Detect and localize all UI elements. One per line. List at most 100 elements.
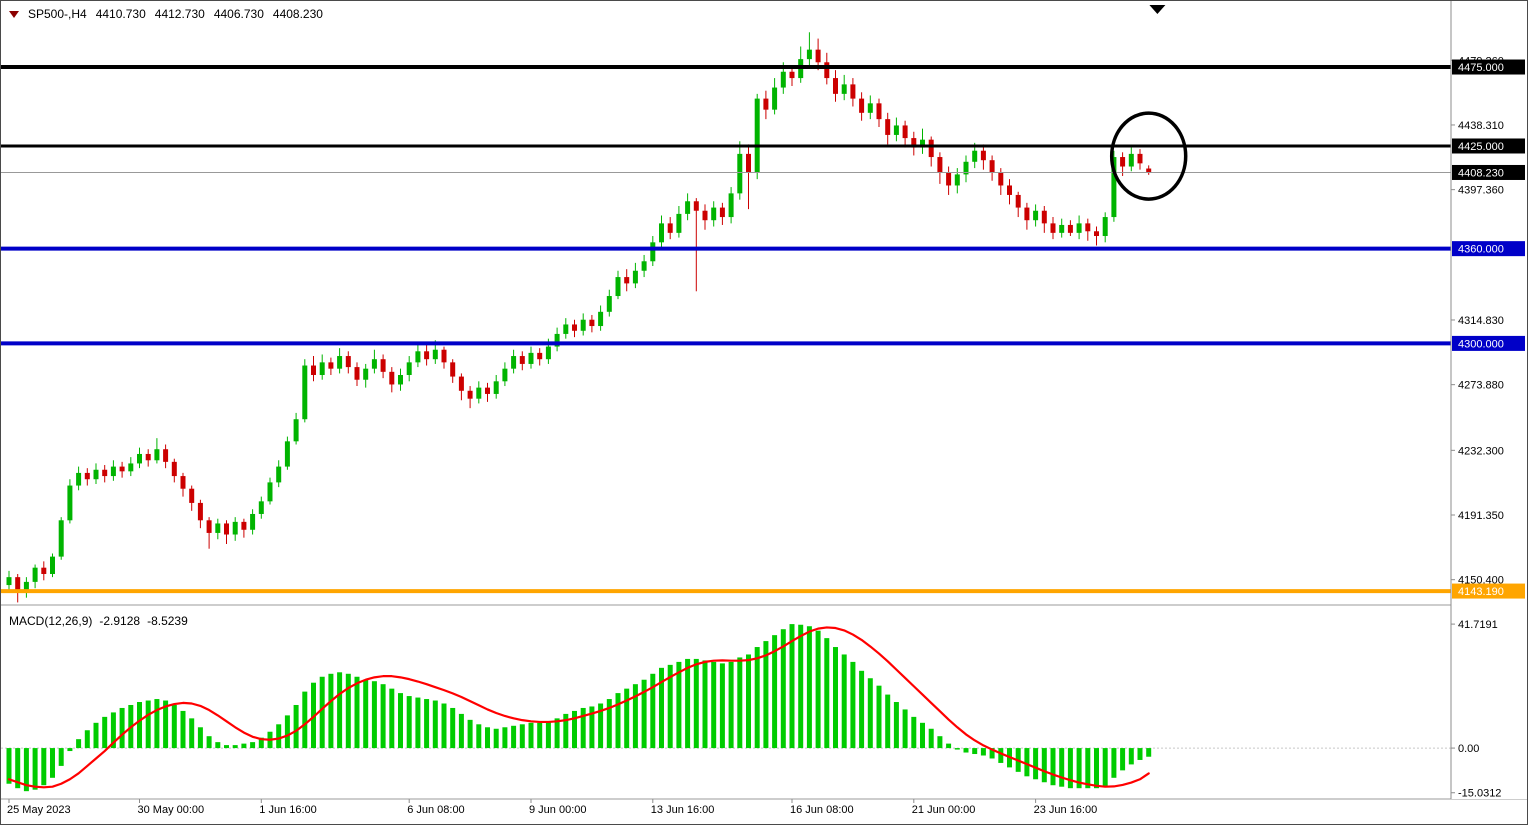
candle-body [171,461,177,477]
candle-body [476,387,482,399]
candle-body [615,277,621,297]
candle-body [954,174,960,186]
candle-body [250,513,256,530]
candle-body [554,333,560,347]
macd-histogram-bar [998,748,1004,763]
candle-body [1024,207,1030,221]
candle-body [833,78,838,94]
macd-histogram-bar [737,657,743,749]
candle-body [180,476,186,489]
macd-histogram-bar [41,748,47,786]
candle-body [580,319,586,331]
macd-indicator-label: MACD(12,26,9) -2.9128 -8.5239 [9,614,188,628]
candle-body [928,139,934,158]
macd-name: MACD(12,26,9) [9,614,93,628]
candle-body [772,87,778,110]
candle-body [545,346,551,360]
candle-body [458,376,464,391]
candle-body [1007,185,1012,195]
macd-histogram-bar [354,676,360,749]
candle-body [859,98,865,113]
candle-body [110,466,116,477]
macd-histogram-bar [363,679,369,749]
macd-histogram-bar [163,700,169,749]
candle-body [702,210,708,221]
macd-histogram-bar [424,699,430,749]
price-axis[interactable]: 4479.2604438.3104397.3604314.8304273.880… [1450,1,1528,800]
macd-histogram-bar [850,661,856,749]
candle-body [528,352,534,364]
macd-histogram-bar [302,691,308,749]
macd-histogram-bar [467,719,473,749]
macd-histogram-bar [841,654,847,749]
candle-body [728,193,734,218]
macd-histogram-bar [380,684,386,749]
candle-body [493,381,499,394]
price-tick-label: 4273.880 [1458,380,1504,392]
macd-histogram-bar [519,724,525,749]
macd-histogram-bar [476,724,482,749]
candle-body [415,351,421,363]
down-triangle-marker[interactable] [1149,5,1166,14]
candle-body [676,213,682,233]
macd-histogram-bar [1050,748,1056,786]
macd-histogram-bar [685,658,691,749]
macd-tick-label: 0.00 [1458,743,1479,755]
macd-histogram-bar [224,745,229,749]
macd-histogram-bar [798,624,804,749]
symbol-dropdown-icon [9,10,19,18]
candle-body [485,387,490,394]
candle-body [754,98,760,173]
time-tick-label: 1 Jun 16:00 [259,804,317,816]
candle-body [145,453,151,461]
candle-body [58,520,64,557]
candle-body [650,242,656,262]
candle-body [667,223,673,233]
time-axis[interactable]: 25 May 2023 30 May 00:00 1 Jun 16:00 6 Jun … [7,799,1097,816]
candle-body [128,463,134,472]
macd-histogram-bar [624,688,630,749]
candle-body [6,577,12,586]
macd-histogram-bar [824,638,830,749]
macd-histogram-bar [502,727,508,749]
candle-body [763,98,769,110]
candle-body [371,359,377,369]
price-badge-label: 4408.230 [1458,167,1504,179]
candle-body [276,466,282,483]
macd-histogram-bar [980,748,986,756]
candle-body [1146,168,1152,173]
macd-histogram-bar [189,718,195,749]
macd-histogram-bar [1067,748,1073,789]
macd-histogram-bar [659,667,664,749]
candle-body [1094,231,1099,237]
candle-body [711,207,717,221]
price-tick-label: 4191.350 [1458,510,1504,522]
candle-body [911,138,917,148]
candle-body [41,567,47,574]
candle-body [693,201,699,211]
macd-histogram-bar [241,743,247,749]
macd-histogram-bar [406,696,412,749]
candle-body [406,362,412,375]
time-tick-label: 16 Jun 08:00 [790,804,854,816]
candle-body [589,319,595,327]
macd-histogram-bar [58,748,64,766]
candle-body [137,453,142,464]
macd-histogram-bar [180,710,186,749]
price-badge-label: 4475.000 [1458,62,1504,74]
candle-body [119,466,125,472]
candle-body [224,523,229,535]
macd-histogram-bar [345,673,351,749]
macd-histogram-bar [693,658,699,749]
candle-body [1015,194,1021,208]
candle-body [337,356,343,369]
macd-histogram-bar [76,739,82,749]
candle-body [93,469,99,480]
macd-histogram-bar [893,702,899,749]
macd-histogram-bar [833,647,838,749]
macd-histogram-bar [1059,748,1065,787]
circle-annotation[interactable] [1109,111,1188,201]
macd-histogram-bar [371,681,377,749]
candle-body [76,472,82,486]
